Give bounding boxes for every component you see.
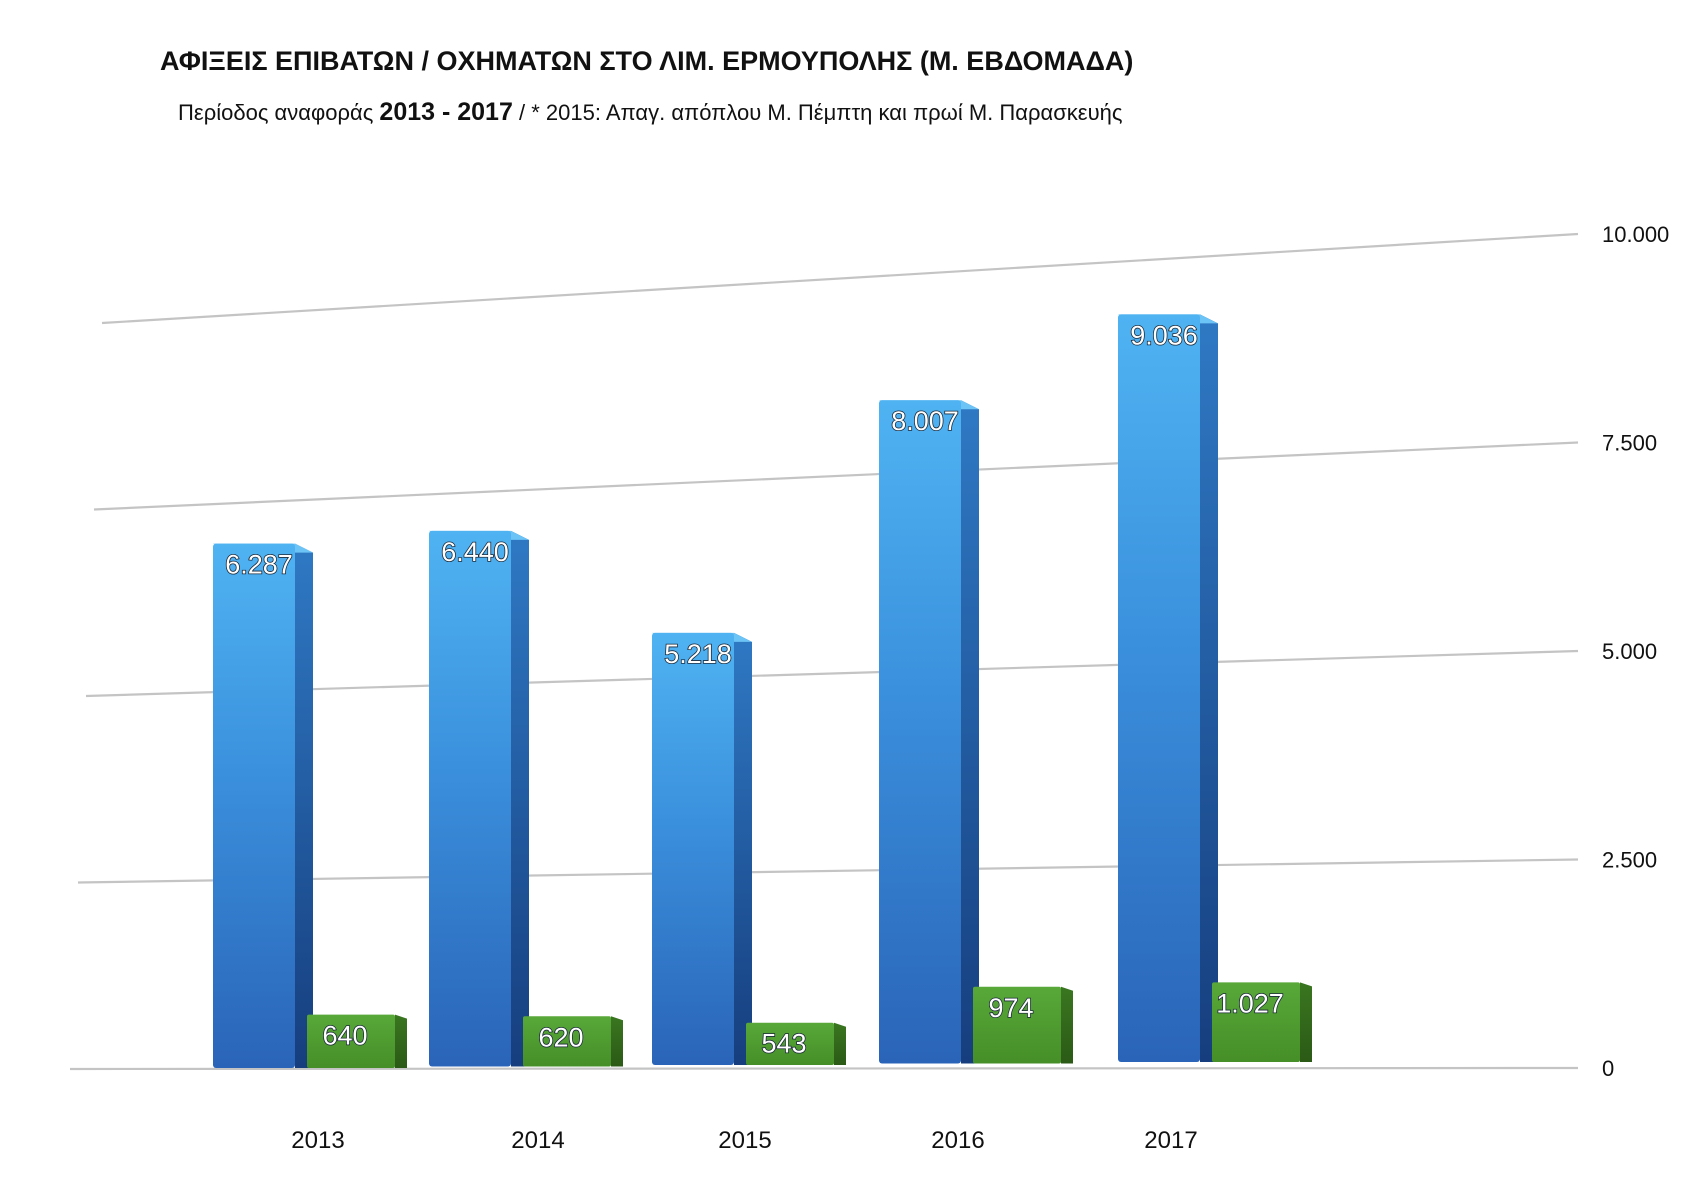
bar-side bbox=[961, 400, 979, 1064]
bar bbox=[307, 1014, 395, 1068]
x-tick-label: 2015 bbox=[718, 1127, 771, 1154]
bar bbox=[973, 986, 1061, 1064]
data-label: 543 bbox=[761, 1029, 806, 1059]
data-label: 1.027 bbox=[1216, 988, 1284, 1018]
bar bbox=[523, 1016, 611, 1067]
gridline bbox=[69, 1066, 1579, 1071]
bar-side bbox=[734, 632, 752, 1065]
bar bbox=[746, 1022, 834, 1065]
data-label: 9.036 bbox=[1130, 320, 1198, 350]
bar-side bbox=[834, 1022, 846, 1065]
bar-side bbox=[611, 1016, 623, 1067]
data-label: 6.287 bbox=[225, 550, 293, 580]
x-axis-categories: 2013 2014 2015 2016 2017 bbox=[291, 1127, 1197, 1154]
gridline bbox=[93, 441, 1579, 511]
bar-side bbox=[1061, 986, 1073, 1064]
x-tick-label: 2013 bbox=[291, 1127, 344, 1154]
data-label: 974 bbox=[988, 993, 1033, 1023]
x-tick-label: 2017 bbox=[1144, 1127, 1197, 1154]
subtitle-prefix: Περίοδος αναφοράς bbox=[178, 100, 380, 125]
data-label: 8.007 bbox=[891, 406, 959, 436]
subtitle-period: 2013 - 2017 bbox=[379, 98, 513, 126]
y-tick-label: 10.000 bbox=[1602, 222, 1669, 247]
gridline bbox=[85, 649, 1579, 698]
bar bbox=[1118, 314, 1200, 1063]
data-label: 620 bbox=[538, 1022, 583, 1052]
bar bbox=[1212, 982, 1300, 1062]
chart-subtitle: Περίοδος αναφοράς 2013 - 2017 / * 2015: … bbox=[178, 98, 1122, 127]
x-tick-label: 2016 bbox=[931, 1127, 984, 1154]
data-label: 5.218 bbox=[664, 639, 732, 669]
gridline bbox=[101, 232, 1579, 325]
bar bbox=[429, 530, 511, 1067]
x-tick-label: 2014 bbox=[511, 1127, 564, 1154]
data-label: 640 bbox=[322, 1021, 367, 1051]
bar bbox=[652, 632, 734, 1065]
gridlines bbox=[69, 232, 1579, 1071]
bars: 6.287 640 6.440 620 5.218 543 8.007 974 9.036 1.0… bbox=[213, 314, 1312, 1068]
bar-side bbox=[395, 1014, 407, 1068]
y-tick-label: 5.000 bbox=[1602, 639, 1657, 664]
bar-side bbox=[1200, 314, 1218, 1063]
gridline bbox=[77, 858, 1579, 884]
chart-title: ΑΦΙΞΕΙΣ ΕΠΙΒΑΤΩΝ / ΟΧΗΜΑΤΩΝ ΣΤΟ ΛΙΜ. ΕΡΜ… bbox=[160, 46, 1134, 76]
bar-side bbox=[511, 530, 529, 1067]
bar-side bbox=[295, 543, 313, 1068]
data-label: 6.440 bbox=[441, 537, 509, 567]
y-tick-label: 2.500 bbox=[1602, 848, 1657, 873]
subtitle-note: / * 2015: Απαγ. απόπλου Μ. Πέμπτη και πρ… bbox=[512, 100, 1123, 125]
y-tick-label: 7.500 bbox=[1602, 431, 1657, 456]
bar bbox=[879, 400, 961, 1064]
bar-side bbox=[1300, 982, 1312, 1062]
bar bbox=[213, 543, 295, 1068]
y-tick-label: 0 bbox=[1602, 1056, 1614, 1081]
y-axis-ticks: 0 2.500 5.000 7.500 10.000 bbox=[1602, 222, 1669, 1081]
